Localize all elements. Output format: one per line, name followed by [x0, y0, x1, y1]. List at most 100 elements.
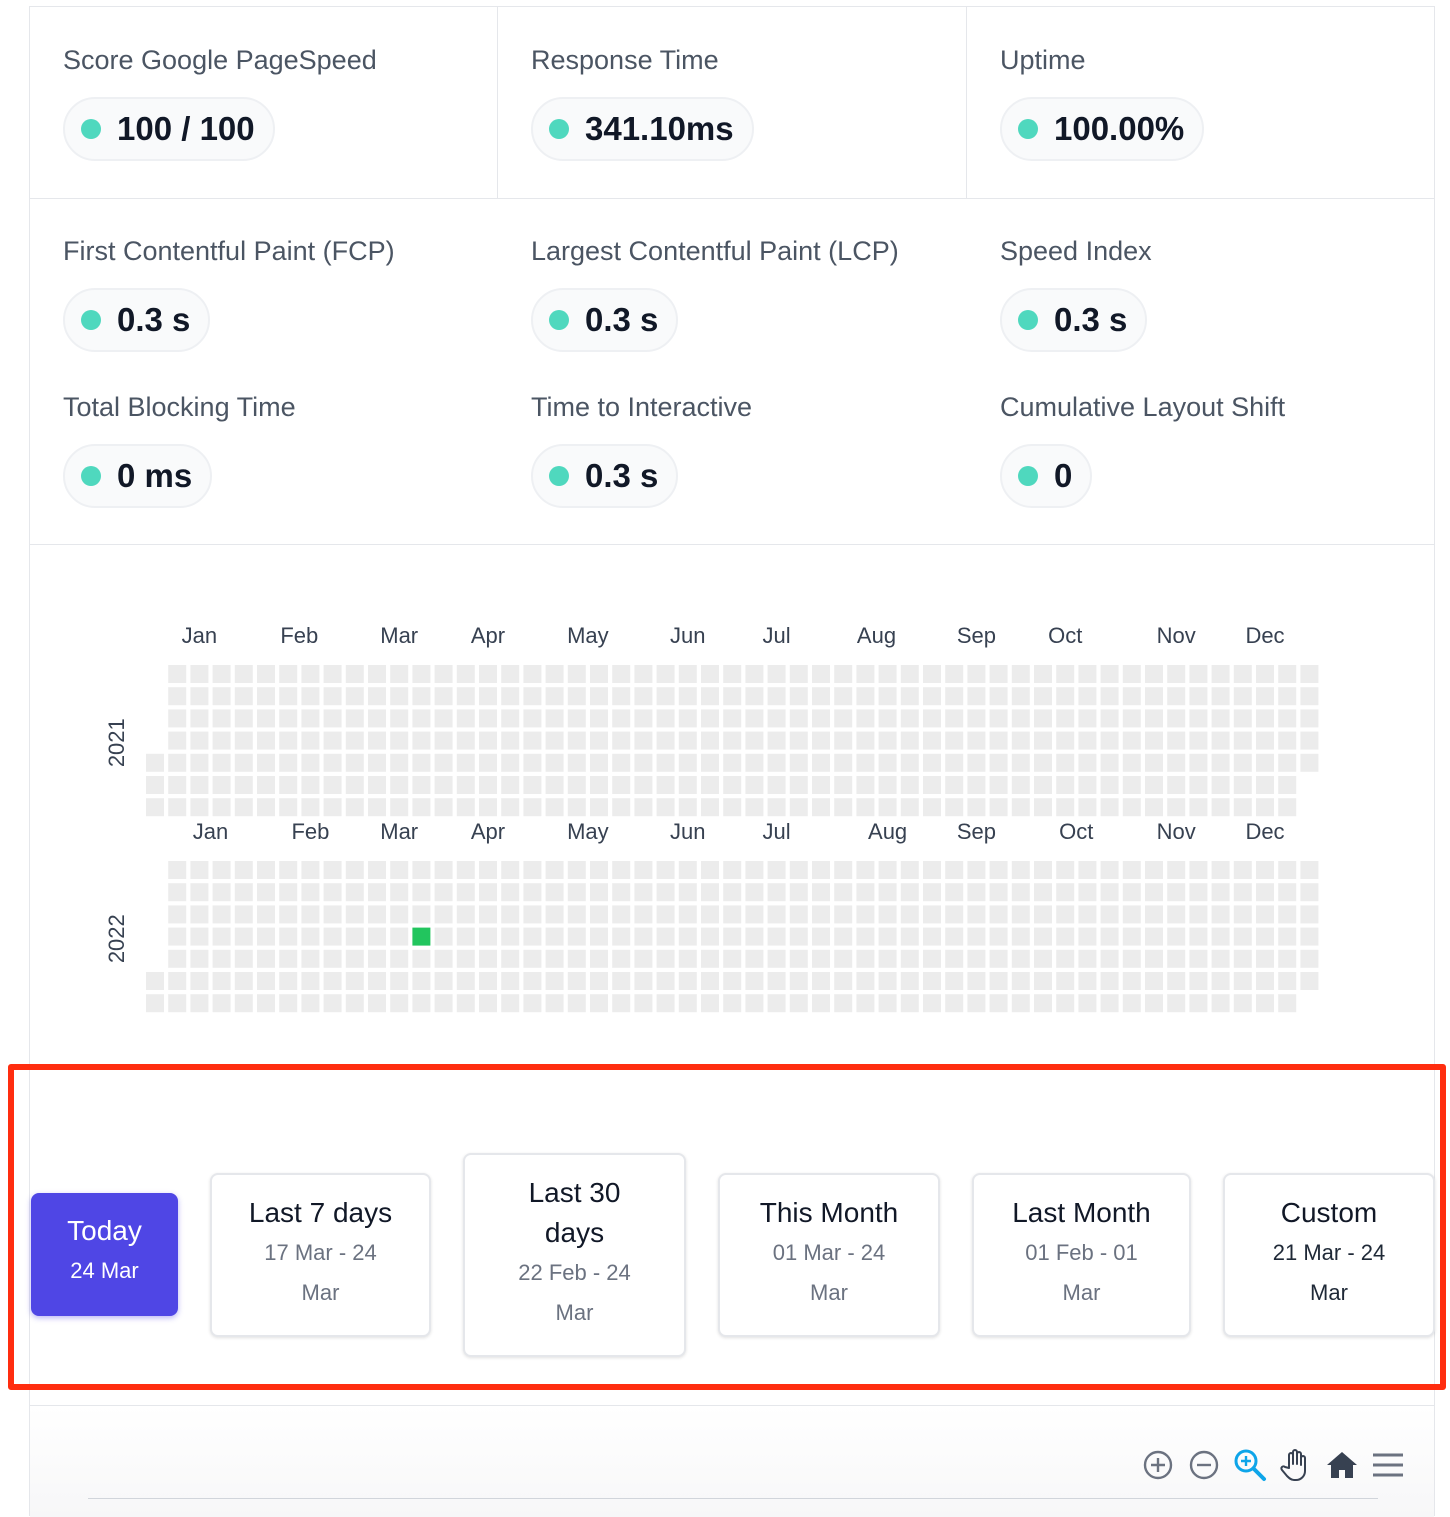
heatmap-day: [989, 665, 1008, 683]
heatmap-day: [923, 798, 941, 817]
heatmap-day: [1300, 687, 1319, 706]
heatmap-day: [634, 776, 653, 794]
heatmap-day: [678, 665, 697, 683]
heatmap-day: [257, 798, 275, 817]
heatmap-day: [612, 731, 631, 750]
heatmap-day: [1189, 927, 1208, 946]
heatmap-day: [656, 665, 675, 683]
heatmap-day: [1211, 949, 1230, 968]
heatmap-day: [301, 687, 320, 706]
heatmap-day: [1056, 994, 1075, 1013]
heatmap-year-label: 2021: [104, 718, 129, 767]
heatmap-day: [967, 905, 986, 924]
date-range-this-month-button[interactable]: This Month 01 Mar - 24 Mar: [718, 1173, 940, 1337]
heatmap-day: [989, 972, 1008, 990]
heatmap-day: [878, 731, 897, 750]
heatmap-day: [678, 949, 697, 968]
heatmap-month-label: Jul: [763, 623, 791, 648]
zoom-out-icon[interactable]: [1184, 1445, 1224, 1485]
heatmap-day: [1189, 687, 1208, 706]
heatmap-day: [1078, 927, 1097, 946]
heatmap-day: [368, 709, 386, 728]
heatmap-day: [567, 753, 586, 772]
date-range-dates: 01 Feb - 01 Mar: [1025, 1240, 1138, 1305]
heatmap-day: [878, 927, 897, 946]
divider: [30, 1405, 1434, 1406]
heatmap-day: [812, 905, 830, 924]
heatmap-day: [257, 949, 275, 968]
heatmap-day: [723, 994, 742, 1013]
heatmap-day: [412, 753, 431, 772]
heatmap-day: [412, 687, 431, 706]
pan-hand-icon[interactable]: [1276, 1445, 1316, 1485]
heatmap-day: [501, 798, 520, 817]
heatmap-month-label: Dec: [1245, 819, 1284, 844]
heatmap-day: [878, 949, 897, 968]
heatmap-day: [834, 972, 853, 990]
heatmap-day: [1278, 905, 1297, 924]
heatmap-day: [1011, 776, 1030, 794]
heatmap-day: [900, 753, 919, 772]
heatmap-day: [834, 949, 853, 968]
heatmap-day: [1100, 709, 1119, 728]
heatmap-day: [567, 949, 586, 968]
heatmap-day: [168, 927, 187, 946]
heatmap-day: [412, 731, 431, 750]
date-range-last-30-days-button[interactable]: Last 30 days 22 Feb - 24 Mar: [463, 1153, 686, 1357]
date-range-last-7-days-button[interactable]: Last 7 days 17 Mar - 24 Mar: [210, 1173, 431, 1337]
heatmap-day: [234, 861, 253, 879]
heatmap-day: [723, 776, 742, 794]
heatmap-day: [767, 798, 786, 817]
heatmap-day: [545, 687, 564, 706]
heatmap-day: [1122, 994, 1141, 1013]
heatmap-day: [234, 665, 253, 683]
heatmap-day: [456, 731, 475, 750]
heatmap-day: [501, 927, 520, 946]
heatmap-day: [945, 753, 964, 772]
home-icon[interactable]: [1322, 1445, 1362, 1485]
heatmap-day: [856, 883, 875, 902]
heatmap-day: [789, 927, 808, 946]
heatmap-day: [1011, 665, 1030, 683]
magnifier-icon[interactable]: [1230, 1445, 1270, 1485]
heatmap-day: [701, 949, 719, 968]
heatmap-day: [656, 709, 675, 728]
heatmap-day: [234, 994, 253, 1013]
heatmap-day: [368, 861, 386, 879]
heatmap-day: [834, 798, 853, 817]
heatmap-month-label: Sep: [957, 623, 996, 648]
heatmap-day: [146, 798, 164, 817]
heatmap-day: [545, 883, 564, 902]
zoom-in-icon[interactable]: [1138, 1445, 1178, 1485]
heatmap-day: [612, 798, 631, 817]
heatmap-day: [634, 731, 653, 750]
heatmap-day: [456, 665, 475, 683]
heatmap-day: [146, 753, 164, 772]
metric-value: 100.00%: [1054, 110, 1185, 147]
heatmap-day: [945, 994, 964, 1013]
heatmap-day: [634, 949, 653, 968]
date-range-last-month-button[interactable]: Last Month 01 Feb - 01 Mar: [972, 1173, 1191, 1337]
heatmap-day: [1233, 949, 1252, 968]
heatmap-day: [434, 731, 453, 750]
heatmap-day: [1211, 665, 1230, 683]
heatmap-day: [523, 861, 542, 879]
heatmap-day: [279, 776, 298, 794]
heatmap-day: [501, 709, 520, 728]
heatmap-day: [745, 798, 764, 817]
heatmap-day: [856, 687, 875, 706]
date-range-custom-button[interactable]: Custom 21 Mar - 24 Mar: [1223, 1173, 1435, 1337]
heatmap-day: [345, 994, 364, 1013]
menu-icon[interactable]: [1368, 1445, 1408, 1485]
heatmap-day: [856, 949, 875, 968]
heatmap-day: [279, 798, 298, 817]
date-range-today-button[interactable]: Today 24 Mar: [31, 1193, 178, 1316]
heatmap-day: [390, 861, 409, 879]
heatmap-day: [1167, 861, 1186, 879]
heatmap-day: [590, 776, 608, 794]
heatmap-day: [1256, 709, 1274, 728]
heatmap-day: [723, 665, 742, 683]
heatmap-day: [1078, 798, 1097, 817]
heatmap-day: [590, 709, 608, 728]
vital-value-cls: 0: [1000, 444, 1093, 508]
